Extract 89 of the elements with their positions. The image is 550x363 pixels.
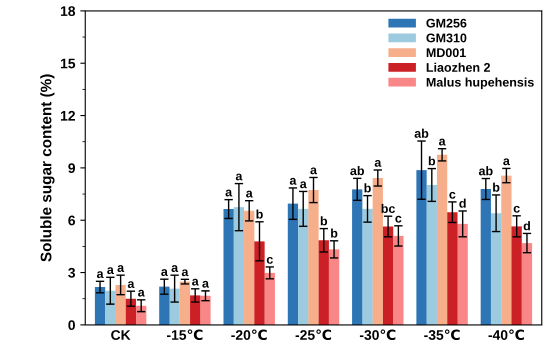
data-label: d bbox=[524, 221, 530, 230]
bar bbox=[234, 207, 244, 325]
data-label: ab bbox=[350, 166, 364, 176]
y-tick-label: 9 bbox=[68, 163, 76, 174]
x-tick-label: -35℃ bbox=[424, 329, 460, 340]
bar bbox=[223, 209, 234, 325]
bar bbox=[416, 170, 427, 325]
legend-label: GM310 bbox=[426, 33, 466, 42]
data-label: a bbox=[96, 271, 104, 278]
data-label: c bbox=[266, 256, 273, 264]
legend-label: GM256 bbox=[426, 18, 466, 28]
bar bbox=[436, 154, 448, 325]
x-tick-label: -15℃ bbox=[167, 329, 202, 340]
bar bbox=[318, 240, 329, 325]
y-tick-label: 0 bbox=[68, 320, 75, 330]
y-tick-label: 6 bbox=[68, 216, 76, 226]
data-label: a bbox=[182, 269, 188, 276]
bar bbox=[200, 296, 211, 325]
data-label: a bbox=[192, 278, 199, 286]
bar bbox=[372, 178, 383, 325]
data-label: bc bbox=[382, 204, 396, 214]
bar bbox=[190, 295, 200, 325]
x-tick-label: -20℃ bbox=[231, 329, 267, 340]
bar bbox=[382, 226, 394, 325]
data-label: a bbox=[128, 281, 134, 288]
data-label: a bbox=[118, 265, 124, 272]
y-tick-label: 3 bbox=[68, 268, 76, 278]
data-label: a bbox=[246, 190, 253, 198]
x-tick-label: -40℃ bbox=[488, 329, 524, 340]
bar bbox=[447, 212, 458, 325]
data-label: b bbox=[428, 156, 436, 166]
data-label: a bbox=[374, 160, 382, 167]
x-tick-label: -25℃ bbox=[296, 329, 332, 340]
x-tick-label: CK bbox=[111, 330, 131, 340]
bar bbox=[512, 226, 522, 325]
bar bbox=[362, 208, 373, 325]
bar bbox=[115, 284, 126, 325]
data-label: b bbox=[493, 182, 500, 192]
data-label: d bbox=[459, 198, 466, 208]
bar bbox=[105, 290, 116, 325]
y-tick-label: 18 bbox=[60, 6, 76, 16]
data-label: b bbox=[256, 209, 263, 219]
bar bbox=[480, 188, 491, 325]
data-label: c bbox=[514, 206, 520, 213]
bar bbox=[501, 176, 512, 325]
data-label: a bbox=[172, 265, 178, 272]
data-label: c bbox=[395, 216, 402, 223]
bar bbox=[393, 236, 404, 325]
data-label: a bbox=[290, 178, 296, 185]
bar bbox=[298, 208, 308, 325]
data-label: a bbox=[138, 290, 145, 297]
data-label: ab bbox=[478, 166, 493, 176]
bar bbox=[288, 204, 298, 325]
bar bbox=[264, 272, 275, 325]
bar bbox=[522, 243, 532, 325]
data-label: b bbox=[364, 183, 371, 192]
bar bbox=[94, 287, 106, 325]
data-label: a bbox=[107, 267, 114, 274]
bar bbox=[328, 249, 340, 325]
y-tick-label: 12 bbox=[60, 110, 75, 121]
bar bbox=[159, 286, 170, 325]
legend-label: MD001 bbox=[426, 48, 466, 58]
legend-label: Liaozhen 2 bbox=[426, 62, 490, 72]
y-tick-label: 15 bbox=[60, 58, 76, 68]
bar bbox=[352, 189, 362, 325]
data-label: a bbox=[503, 158, 510, 166]
bar bbox=[244, 210, 254, 325]
data-label: a bbox=[161, 269, 168, 276]
data-label: b bbox=[331, 228, 338, 238]
bar bbox=[490, 213, 502, 325]
x-tick-label: -30℃ bbox=[360, 329, 396, 340]
bar bbox=[254, 241, 265, 325]
y-axis-title: Soluble sugar content (%) bbox=[40, 74, 55, 262]
bar bbox=[426, 184, 437, 325]
data-label: ab bbox=[414, 128, 428, 138]
data-label: a bbox=[226, 190, 232, 196]
bar bbox=[308, 190, 319, 325]
data-label: a bbox=[300, 181, 307, 188]
data-label: b bbox=[320, 216, 328, 226]
bar bbox=[169, 288, 180, 325]
data-label: a bbox=[310, 167, 318, 174]
bar bbox=[126, 298, 136, 325]
legend-label: Malus hupehensis bbox=[426, 78, 534, 90]
data-label: a bbox=[202, 280, 210, 288]
bar bbox=[180, 282, 190, 325]
data-label: a bbox=[236, 174, 242, 180]
bar bbox=[458, 224, 468, 325]
data-label: c bbox=[449, 192, 456, 199]
data-label: a bbox=[438, 138, 446, 146]
